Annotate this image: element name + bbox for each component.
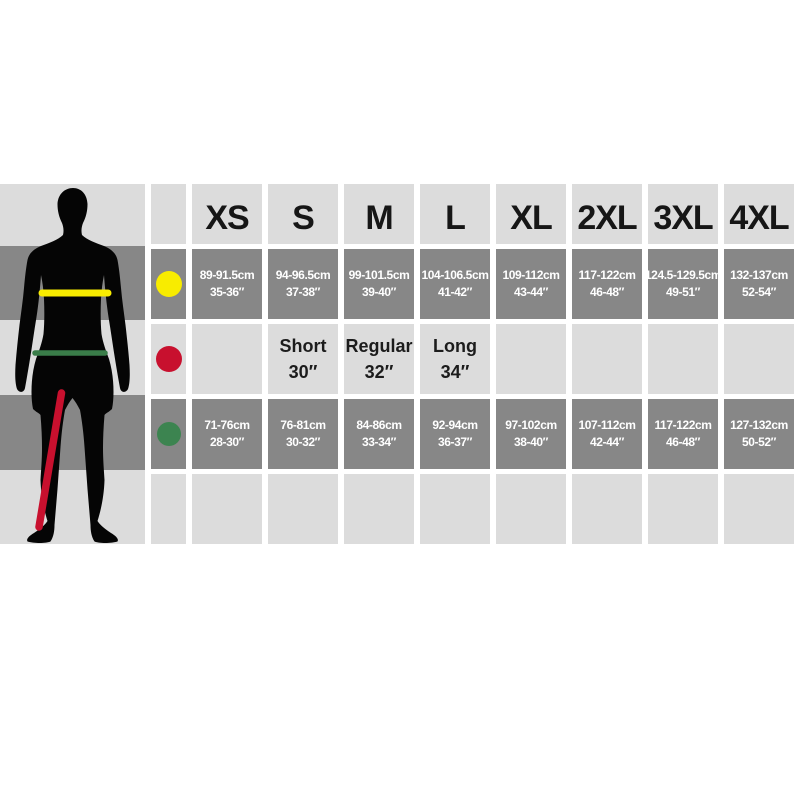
chest-marker-cell	[151, 249, 186, 319]
header-cell-4xl: 4XL	[724, 184, 794, 244]
inside-leg-cell-s: Short 30″	[268, 324, 338, 394]
chest-cell-4xl: 132-137cm 52-54″	[724, 249, 794, 319]
chest-cell-l: 104-106.5cm 41-42″	[420, 249, 490, 319]
waist-cell-xl: 97-102cm 38-40″	[496, 399, 566, 469]
waist-cell-4xl: 127-132cm 50-52″	[724, 399, 794, 469]
chest-marker-dot	[155, 271, 182, 297]
empty-cell-4xl	[724, 474, 794, 544]
inside-leg-marker-dot	[155, 346, 182, 372]
waist-marker-cell	[151, 399, 186, 469]
empty-cell-3xl	[648, 474, 718, 544]
header-cell-s: S	[268, 184, 338, 244]
inside-leg-cell-m: Regular 32″	[344, 324, 414, 394]
inside-leg-cell-xl	[496, 324, 566, 394]
body-outline	[15, 188, 130, 543]
size-chart-table: XS S M L XL 2XL 3XL 4XL 89-91.5cm 35-36″…	[0, 184, 794, 544]
chest-cell-3xl: 124.5-129.5cm 49-51″	[645, 249, 722, 319]
empty-cell-s	[268, 474, 338, 544]
waist-cell-m: 84-86cm 33-34″	[344, 399, 414, 469]
figure-panel	[0, 184, 145, 544]
waist-cell-l: 92-94cm 36-37″	[420, 399, 490, 469]
waist-marker-dot	[156, 422, 181, 446]
inside-leg-marker-cell	[151, 324, 186, 394]
empty-cell-xs	[192, 474, 262, 544]
waist-cell-s: 76-81cm 30-32″	[268, 399, 338, 469]
empty-cell-m	[344, 474, 414, 544]
chest-cell-s: 94-96.5cm 37-38″	[268, 249, 338, 319]
inside-leg-cell-l: Long 34″	[420, 324, 490, 394]
chest-cell-m: 99-101.5cm 39-40″	[344, 249, 414, 319]
inside-leg-cell-4xl	[724, 324, 794, 394]
header-cell-xs: XS	[192, 184, 262, 244]
waist-cell-xs: 71-76cm 28-30″	[192, 399, 262, 469]
header-marker-spacer	[151, 184, 186, 244]
empty-cell-2xl	[572, 474, 642, 544]
inside-leg-cell-3xl	[648, 324, 718, 394]
chest-cell-xs: 89-91.5cm 35-36″	[192, 249, 262, 319]
empty-marker-cell	[151, 474, 186, 544]
header-cell-xl: XL	[496, 184, 566, 244]
inside-leg-measure-line	[35, 389, 66, 531]
header-cell-3xl: 3XL	[648, 184, 718, 244]
inside-leg-cell-2xl	[572, 324, 642, 394]
header-cell-m: M	[344, 184, 414, 244]
header-cell-2xl: 2XL	[572, 184, 642, 244]
waist-cell-2xl: 107-112cm 42-44″	[572, 399, 642, 469]
waist-cell-3xl: 117-122cm 46-48″	[648, 399, 718, 469]
male-silhouette	[15, 188, 130, 543]
empty-cell-l	[420, 474, 490, 544]
chest-cell-2xl: 117-122cm 46-48″	[572, 249, 642, 319]
chest-cell-xl: 109-112cm 43-44″	[496, 249, 566, 319]
header-cell-l: L	[420, 184, 490, 244]
inside-leg-cell-xs	[192, 324, 262, 394]
empty-cell-xl	[496, 474, 566, 544]
